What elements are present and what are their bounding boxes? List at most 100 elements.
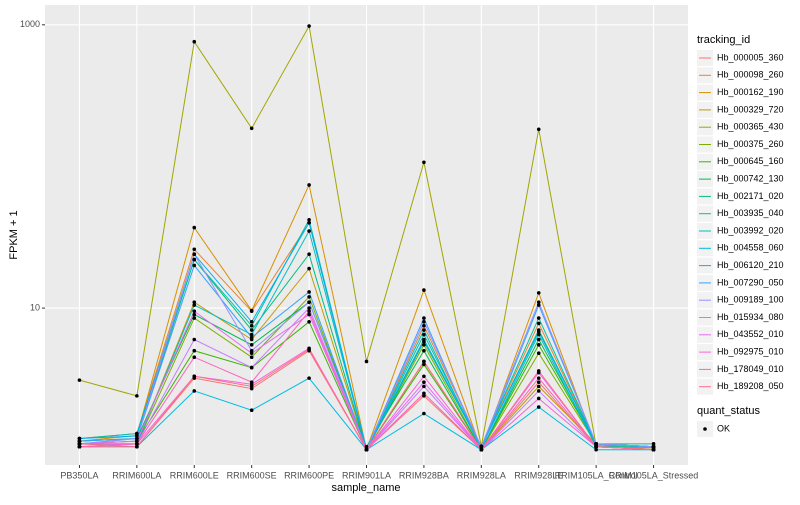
- data-point: [307, 24, 311, 28]
- x-tick-label: RRIM901LA: [342, 470, 391, 480]
- data-point: [192, 389, 197, 393]
- x-tick-label: RRIM928BA: [399, 470, 449, 480]
- legend-title: tracking_id: [697, 34, 750, 46]
- data-point: [651, 447, 656, 452]
- data-point: [307, 252, 311, 257]
- y-axis-title: FPKM + 1: [8, 210, 20, 259]
- data-point: [422, 374, 426, 379]
- data-point: [249, 126, 254, 131]
- legend-label: Hb_178049_010: [717, 364, 784, 374]
- data-point: [249, 332, 254, 337]
- data-point: [192, 355, 197, 359]
- data-point: [307, 347, 311, 352]
- data-point: [536, 291, 541, 295]
- legend-label: Hb_003935_040: [717, 208, 784, 218]
- data-point: [536, 376, 541, 380]
- y-tick-label: 1000: [20, 19, 40, 29]
- data-point: [249, 355, 254, 359]
- legend-label: Hb_000645_160: [717, 156, 784, 166]
- data-point: [307, 306, 311, 310]
- data-point: [536, 405, 541, 409]
- shape-legend-title: quant_status: [697, 405, 760, 417]
- data-point: [77, 378, 82, 382]
- data-point: [422, 323, 426, 328]
- data-point: [536, 321, 541, 326]
- legend-label: Hb_043552_010: [717, 329, 784, 339]
- data-point: [651, 442, 656, 446]
- data-point: [422, 332, 426, 337]
- data-point: [536, 384, 541, 389]
- x-tick-label: PB350LA: [60, 470, 98, 480]
- data-point: [307, 309, 311, 314]
- data-point: [536, 369, 541, 373]
- data-point: [307, 183, 311, 187]
- data-point: [307, 266, 311, 271]
- data-point: [422, 316, 426, 320]
- data-point: [422, 362, 426, 367]
- data-point: [364, 444, 369, 449]
- legend-label: Hb_000365_430: [717, 122, 784, 132]
- data-point: [307, 295, 311, 299]
- data-point: [192, 247, 197, 252]
- data-point: [422, 411, 426, 416]
- data-point: [594, 447, 598, 452]
- x-tick-label: RRIM600LA: [112, 470, 161, 480]
- data-point: [536, 332, 541, 337]
- data-point: [249, 328, 254, 332]
- data-point: [249, 343, 254, 347]
- data-point: [364, 447, 369, 452]
- data-point: [307, 376, 311, 380]
- legend-label: Hb_007290_050: [717, 277, 784, 287]
- data-point: [422, 380, 426, 384]
- data-point: [536, 127, 541, 132]
- data-point: [422, 394, 426, 398]
- data-point: [192, 337, 197, 342]
- data-point: [651, 444, 656, 449]
- data-point: [536, 303, 541, 307]
- data-point: [536, 300, 541, 305]
- data-point: [479, 447, 484, 452]
- data-point: [307, 290, 311, 294]
- legend-label: Hb_092975_010: [717, 346, 784, 356]
- legend-label: Hb_000375_260: [717, 139, 784, 149]
- data-point: [249, 335, 254, 340]
- data-point: [77, 439, 82, 443]
- legend-label: Hb_000162_190: [717, 87, 784, 97]
- data-point: [307, 300, 311, 305]
- data-point: [536, 380, 541, 384]
- legend-label: Hb_009189_100: [717, 295, 784, 305]
- data-point: [192, 374, 197, 379]
- x-tick-label: RRIM928LA: [457, 470, 506, 480]
- y-tick-label: 10: [30, 302, 40, 312]
- data-point: [422, 320, 426, 324]
- data-point: [479, 444, 484, 449]
- legend-label: Hb_006120_210: [717, 260, 784, 270]
- data-point: [77, 444, 82, 449]
- legend-label: Hb_000329_720: [717, 104, 784, 114]
- data-point: [192, 225, 197, 230]
- legend-label: Hb_002171_020: [717, 191, 784, 201]
- data-point: [536, 396, 541, 401]
- data-point: [594, 444, 598, 449]
- data-point: [422, 288, 426, 292]
- data-point: [249, 323, 254, 328]
- data-point: [422, 343, 426, 347]
- data-point: [249, 351, 254, 356]
- legend-label: Hb_003992_020: [717, 225, 784, 235]
- data-point: [307, 312, 311, 317]
- x-tick-label: RRIM600SE: [227, 470, 277, 480]
- data-point: [249, 308, 254, 313]
- data-point: [192, 348, 197, 353]
- data-point: [536, 389, 541, 393]
- legend-label: OK: [717, 423, 730, 433]
- data-point: [307, 218, 311, 222]
- legend-label: Hb_189208_050: [717, 381, 784, 391]
- legend-label: Hb_000742_130: [717, 173, 784, 183]
- data-point: [422, 384, 426, 389]
- data-point: [249, 380, 254, 384]
- data-point: [192, 303, 197, 307]
- data-point: [536, 330, 541, 334]
- legend-shape: [703, 427, 707, 431]
- x-axis-title: sample_name: [331, 482, 400, 494]
- data-point: [192, 252, 197, 257]
